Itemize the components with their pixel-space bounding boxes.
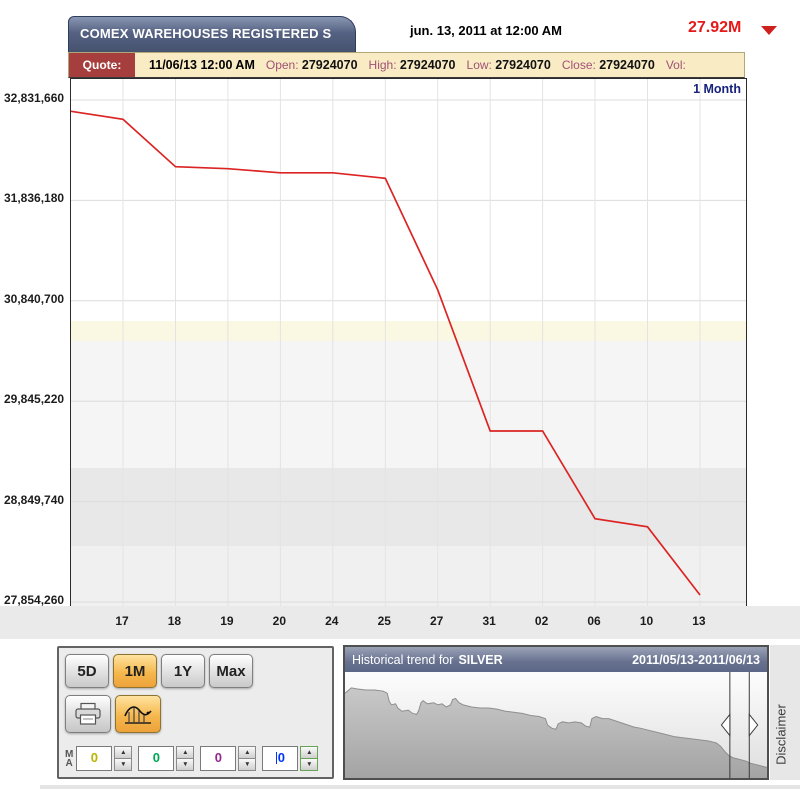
spinner-down-icon[interactable]: ▼	[176, 759, 195, 771]
x-tick-label: 27	[430, 614, 444, 628]
x-tick-label: 17	[115, 614, 129, 628]
quote-field-label: High:	[368, 58, 397, 72]
quote-field-label: Close:	[561, 58, 596, 72]
x-tick-label: 06	[587, 614, 601, 628]
quote-field-value: 27924070	[399, 58, 456, 72]
bottom-divider	[40, 785, 800, 789]
x-tick-label: 20	[272, 614, 287, 628]
range-button-max[interactable]: Max	[209, 654, 253, 688]
slider-arrow-left-icon[interactable]	[721, 714, 729, 735]
x-tick-label: 02	[534, 614, 549, 628]
text-caret	[275, 752, 277, 764]
current-date-label: jun. 13, 2011 at 12:00 AM	[410, 23, 562, 38]
price-line-chart	[71, 79, 746, 606]
quote-field: Close: 27924070	[562, 58, 655, 72]
trend-title: Historical trend for	[352, 652, 454, 667]
x-tick-label: 31	[482, 614, 496, 628]
y-tick-label: 31,836,180	[4, 191, 65, 206]
printer-icon	[75, 702, 101, 725]
spinner-up-icon[interactable]: ▲	[238, 746, 257, 759]
chart-controls-panel: 5D 1M 1Y Max	[57, 646, 334, 779]
disclaimer-strip	[770, 645, 800, 780]
instrument-tab[interactable]: COMEX WAREHOUSES REGISTERED S	[68, 16, 356, 52]
slider-arrow-right-icon[interactable]	[749, 714, 757, 735]
main-chart-area[interactable]: 1 Month	[70, 78, 747, 607]
quote-fields: Open: 27924070 High: 27924070 Low: 2792407…	[255, 58, 686, 72]
quote-badge: Quote:	[69, 53, 135, 77]
ma-input-1[interactable]: 0	[76, 746, 113, 771]
trend-date-range: 2011/05/13-2011/06/13	[632, 652, 760, 667]
x-tick-label: 24	[325, 614, 339, 628]
quote-field-value: 27924070	[599, 58, 655, 72]
trend-area	[345, 687, 767, 778]
chart-style-button[interactable]	[115, 695, 161, 733]
quote-field: Open: 27924070	[266, 58, 358, 72]
plot-band	[71, 341, 746, 468]
disclaimer-link[interactable]: Disclaimer	[773, 704, 789, 765]
range-label: 1 Month	[693, 82, 741, 96]
spinner-up-icon[interactable]: ▲	[114, 746, 133, 759]
plot-band	[71, 468, 746, 546]
print-button[interactable]	[65, 695, 111, 733]
ma-spinner-1: ▲ ▼	[114, 746, 133, 771]
trend-mini-chart[interactable]	[345, 672, 767, 778]
x-tick-label: 19	[220, 614, 234, 628]
plot-band	[71, 321, 746, 341]
down-arrow-icon	[761, 26, 777, 35]
ma-spinner-group: 0 ▲ ▼	[200, 746, 257, 771]
y-tick-label: 29,845,220	[4, 392, 65, 407]
plot-band	[71, 546, 746, 606]
quote-field-label: Vol:	[665, 58, 686, 72]
y-tick-label: 27,854,260	[4, 593, 65, 607]
spinner-down-icon[interactable]: ▼	[238, 759, 257, 771]
quote-field: High: 27924070	[369, 58, 456, 72]
line-chart-icon	[124, 706, 152, 724]
quote-field-label: Low:	[466, 58, 492, 72]
range-button-row: 5D 1M 1Y Max	[65, 654, 257, 688]
instrument-tab-label: COMEX WAREHOUSES REGISTERED S	[80, 26, 332, 41]
y-tick-label: 30,840,700	[4, 291, 65, 306]
trend-symbol: SILVER	[458, 652, 503, 667]
price-line	[71, 110, 701, 596]
spinner-down-icon[interactable]: ▼	[300, 759, 319, 771]
historical-trend-panel: Historical trend for SILVER 2011/05/13-2…	[343, 645, 769, 780]
ma-spinner-group: 0 ▲ ▼	[76, 746, 133, 771]
ma-spinner-group: 0 ▲ ▼	[262, 746, 319, 771]
quote-bar: Quote: 11/06/13 12:00 AM Open: 27924070 H…	[68, 52, 745, 78]
quote-field-value: 27924070	[301, 58, 358, 72]
quote-field: Low: 27924070	[467, 58, 551, 72]
ma-input-4[interactable]: 0	[262, 746, 299, 771]
quote-datetime: 11/06/13 12:00 AM	[149, 58, 255, 72]
tool-button-row	[65, 695, 165, 733]
quote-field-value: 27924070	[495, 58, 551, 72]
x-tick-label: 13	[692, 614, 706, 628]
historical-trend-header: Historical trend for SILVER 2011/05/13-2…	[345, 647, 767, 672]
ma-input-2[interactable]: 0	[138, 746, 175, 771]
x-tick-label: 25	[377, 614, 391, 628]
ma-spinner-3: ▲ ▼	[238, 746, 257, 771]
spinner-up-icon[interactable]: ▲	[300, 746, 319, 759]
quote-field: Vol:	[666, 58, 686, 72]
x-tick-label: 10	[639, 614, 654, 628]
ma-input-3[interactable]: 0	[200, 746, 237, 771]
spinner-down-icon[interactable]: ▼	[114, 759, 133, 771]
ma-spinner-group: 0 ▲ ▼	[138, 746, 195, 771]
y-tick-label: 28,849,740	[4, 492, 65, 507]
x-axis-strip: 17 18 19 20 24 25 27 31 02 06 10 13	[0, 606, 800, 639]
y-tick-label: 32,831,660	[4, 91, 65, 105]
range-button-5d[interactable]: 5D	[65, 654, 109, 688]
range-button-1y[interactable]: 1Y	[161, 654, 205, 688]
spinner-up-icon[interactable]: ▲	[176, 746, 195, 759]
current-value: 27.92M	[688, 19, 742, 36]
x-tick-label: 18	[167, 614, 182, 628]
ma-spinner-4: ▲ ▼	[300, 746, 319, 771]
range-button-1m[interactable]: 1M	[113, 654, 157, 688]
quote-field-label: Open:	[265, 58, 299, 72]
ma-spinner-2: ▲ ▼	[176, 746, 195, 771]
